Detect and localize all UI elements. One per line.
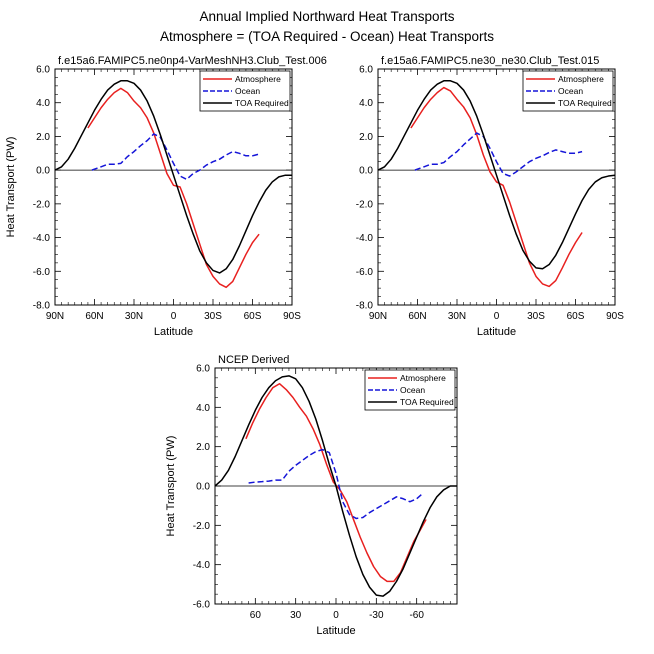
y-tick-label: -6.0 <box>193 600 211 611</box>
y-tick-label: -6.0 <box>33 267 51 278</box>
chart-panels: f.e15a6.FAMIPC5.ne0np4-VarMeshNH3.Club_T… <box>5 55 624 637</box>
legend-label: Atmosphere <box>558 74 604 84</box>
y-tick-label: -4.0 <box>33 233 51 244</box>
panel-title: NCEP Derived <box>218 354 289 366</box>
x-tick-label: 30S <box>527 311 545 322</box>
legend-label: Atmosphere <box>235 74 281 84</box>
x-tick-label: 90N <box>369 311 387 322</box>
x-tick-label: 90S <box>606 311 624 322</box>
x-axis-label: Latitude <box>477 326 516 338</box>
x-tick-label: 0 <box>333 610 339 621</box>
y-axis-label: Heat Transport (PW) <box>5 137 17 238</box>
series-line-ocean <box>248 448 424 520</box>
y-tick-label: -8.0 <box>33 301 51 312</box>
x-tick-label: -30 <box>369 610 384 621</box>
y-axis-label: Heat Transport (PW) <box>165 436 177 537</box>
x-axis-label: Latitude <box>316 625 355 637</box>
x-tick-label: 90S <box>283 311 301 322</box>
series-line-atmosphere <box>87 87 260 289</box>
x-tick-label: -60 <box>409 610 424 621</box>
x-tick-label: 30N <box>125 311 143 322</box>
series-line-atmosphere <box>245 382 427 583</box>
x-tick-label: 60 <box>250 610 262 621</box>
legend-label: Ocean <box>235 86 260 96</box>
series-line-toa-required <box>55 80 292 274</box>
series-group <box>55 80 292 289</box>
legend-label: TOA Required <box>558 98 612 108</box>
y-tick-label: 2.0 <box>359 132 373 143</box>
y-tick-label: 2.0 <box>36 132 50 143</box>
legend-label: Ocean <box>558 86 583 96</box>
x-tick-label: 30N <box>448 311 466 322</box>
x-tick-label: 60S <box>244 311 262 322</box>
legend-label: TOA Required <box>235 98 289 108</box>
x-tick-label: 60S <box>567 311 585 322</box>
y-tick-label: 4.0 <box>359 98 373 109</box>
y-tick-label: -2.0 <box>356 199 374 210</box>
y-tick-label: 6.0 <box>359 65 373 76</box>
figure-title-line2: Atmosphere = (TOA Required - Ocean) Heat… <box>160 29 494 44</box>
series-line-atmosphere <box>410 86 583 288</box>
x-tick-label: 30 <box>290 610 302 621</box>
legend-label: Atmosphere <box>400 373 446 383</box>
x-tick-label: 60N <box>85 311 103 322</box>
y-tick-label: -4.0 <box>356 233 374 244</box>
y-tick-label: 0.0 <box>359 166 373 177</box>
legend: Atmosphere Ocean TOA Required <box>364 369 456 411</box>
series-group <box>215 375 457 597</box>
y-tick-label: 0.0 <box>196 482 210 493</box>
legend-label: Ocean <box>400 385 425 395</box>
y-tick-label: -6.0 <box>356 267 374 278</box>
x-tick-label: 0 <box>171 311 177 322</box>
x-axis-label: Latitude <box>154 326 193 338</box>
x-tick-label: 90N <box>46 311 64 322</box>
series-line-toa-required <box>215 375 457 597</box>
series-group <box>378 80 615 288</box>
y-tick-label: 2.0 <box>196 442 210 453</box>
y-tick-label: -8.0 <box>356 301 374 312</box>
legend-label: TOA Required <box>400 397 454 407</box>
series-line-ocean <box>91 133 260 181</box>
chart-panel-2: f.e15a6.FAMIPC5.ne30_ne30.Club_Test.015 9… <box>356 55 624 338</box>
y-tick-label: -2.0 <box>33 199 51 210</box>
y-tick-label: -4.0 <box>193 560 211 571</box>
panel-title: f.e15a6.FAMIPC5.ne30_ne30.Club_Test.015 <box>381 55 599 67</box>
y-tick-label: 0.0 <box>36 166 50 177</box>
figure-title-line1: Annual Implied Northward Heat Transports <box>199 9 454 24</box>
y-tick-label: 6.0 <box>196 364 210 375</box>
y-tick-label: 6.0 <box>36 65 50 76</box>
y-tick-label: 4.0 <box>196 403 210 414</box>
y-tick-label: -2.0 <box>193 521 211 532</box>
panel-title: f.e15a6.FAMIPC5.ne0np4-VarMeshNH3.Club_T… <box>58 55 327 67</box>
legend: Atmosphere Ocean TOA Required <box>199 70 291 112</box>
series-line-toa-required <box>378 80 615 270</box>
chart-panel-3: NCEP Derived 60 30 0 -30 -60 -6.0 -4.0 -2.0 0.0 2.… <box>165 354 458 637</box>
x-tick-label: 30S <box>204 311 222 322</box>
x-tick-label: 0 <box>494 311 500 322</box>
legend: Atmosphere Ocean TOA Required <box>522 70 614 112</box>
x-tick-label: 60N <box>408 311 426 322</box>
y-tick-label: 4.0 <box>36 98 50 109</box>
chart-panel-1: f.e15a6.FAMIPC5.ne0np4-VarMeshNH3.Club_T… <box>5 55 327 338</box>
series-line-ocean <box>414 132 583 177</box>
